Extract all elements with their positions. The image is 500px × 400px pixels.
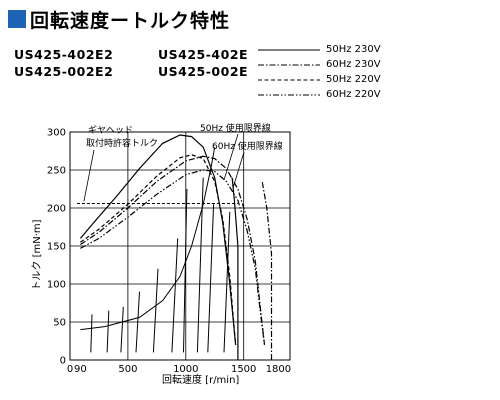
legend-label: 60Hz 230V (326, 59, 381, 70)
series-line (80, 169, 266, 345)
legend-label: 50Hz 220V (326, 74, 381, 85)
x-axis-label: 回転速度 [r/min] (162, 373, 239, 386)
chart-title: 回転速度ートルク特性 (30, 9, 231, 32)
load-line (90, 314, 93, 353)
model-label: US425-402E (158, 47, 249, 62)
limit-50-line (231, 177, 239, 360)
gear-head-note: ギヤヘッド (88, 125, 133, 136)
grid (69, 131, 291, 361)
y-tick-label: 50 (53, 318, 66, 329)
y-tick-label: 200 (47, 204, 66, 215)
x-tick-label: 1800 (266, 364, 291, 375)
limit-50-label: 50Hz 使用限界線 (200, 122, 271, 134)
load-line (223, 211, 231, 353)
load-line (207, 204, 215, 353)
y-tick-label: 150 (47, 242, 66, 253)
gear-head-note: 取付時許容トルク (86, 137, 158, 149)
legend-label: 60Hz 220V (326, 89, 381, 100)
series-line (80, 154, 237, 345)
title-block: 回転速度ートルク特性 (8, 6, 230, 32)
series-line (79, 134, 237, 345)
load-line (135, 291, 140, 353)
gear-head-leader (83, 149, 95, 202)
model-label: US425-002E2 (14, 64, 114, 79)
series-line (80, 155, 266, 345)
load-line (120, 306, 124, 353)
load-line (80, 147, 216, 331)
limit-60-label: 60Hz 使用限界線 (212, 140, 283, 152)
limit-50-leader (223, 133, 239, 181)
limit-60-leader (232, 151, 245, 189)
x-tick-label: 1000 (173, 364, 198, 375)
load-line (171, 238, 179, 353)
y-axis-label: トルク [mN·m] (31, 219, 43, 290)
x-tick-label: 500 (118, 364, 137, 375)
y-tick-label: 0 (60, 356, 66, 367)
limit-60-line (261, 181, 273, 360)
x-tick-label: 90 (74, 364, 87, 375)
model-label: US425-002E (158, 64, 249, 79)
legend-label: 50Hz 230V (326, 44, 381, 55)
y-tick-label: 250 (47, 166, 66, 177)
x-tick-label: 0 (67, 364, 73, 375)
title-square-icon (8, 10, 26, 28)
legend-lines (258, 49, 320, 96)
load-line (196, 177, 204, 353)
y-tick-label: 300 (47, 128, 66, 139)
model-label: US425-402E2 (14, 47, 114, 62)
load-line (152, 268, 159, 353)
x-tick-label: 1500 (231, 364, 256, 375)
load-line (183, 188, 188, 353)
load-line (106, 310, 110, 353)
y-tick-label: 100 (47, 280, 66, 291)
curves (76, 133, 273, 360)
